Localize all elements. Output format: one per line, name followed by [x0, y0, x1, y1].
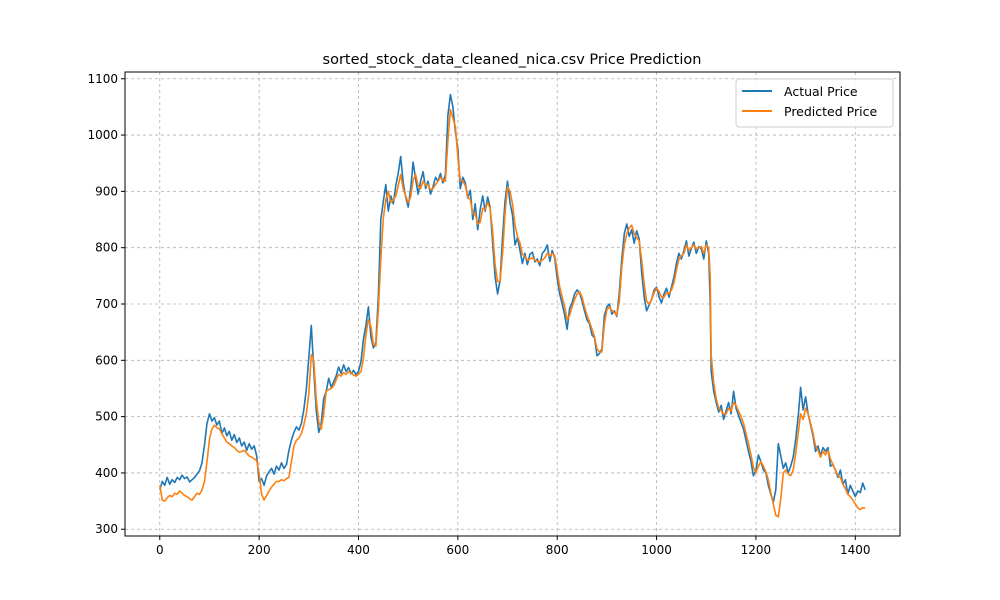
chart-title: sorted_stock_data_cleaned_nica.csv Price… [323, 52, 702, 68]
x-tick-label: 1400 [840, 543, 871, 557]
legend-label-predicted-price: Predicted Price [784, 104, 877, 119]
x-tick-label: 400 [347, 543, 370, 557]
series-line-predicted-price [159, 108, 866, 518]
y-tick-label: 600 [95, 353, 118, 367]
x-tick-label: 200 [248, 543, 271, 557]
x-tick-label: 0 [156, 543, 164, 557]
legend: Actual Price Predicted Price [735, 78, 894, 128]
y-tick-label: 300 [95, 522, 118, 536]
x-tick-label: 1200 [741, 543, 772, 557]
series-line-actual-price [159, 93, 866, 503]
y-tick-label: 1000 [87, 128, 118, 142]
y-tick-label: 700 [95, 297, 118, 311]
grid [125, 72, 900, 536]
y-tick-label: 800 [95, 241, 118, 255]
series-lines [159, 93, 866, 518]
y-tick-label: 400 [95, 466, 118, 480]
y-tick-label: 500 [95, 410, 118, 424]
x-tick-label: 600 [446, 543, 469, 557]
legend-box [735, 78, 894, 128]
legend-label-actual-price: Actual Price [784, 84, 858, 99]
y-axis-ticks: 300 400 500 600 700 800 900 1000 1100 [87, 72, 125, 536]
y-tick-label: 1100 [87, 72, 118, 86]
x-axis-ticks: 0 200 400 600 800 1000 1200 1400 [156, 536, 871, 557]
x-tick-label: 800 [546, 543, 569, 557]
y-tick-label: 900 [95, 184, 118, 198]
x-tick-label: 1000 [641, 543, 672, 557]
